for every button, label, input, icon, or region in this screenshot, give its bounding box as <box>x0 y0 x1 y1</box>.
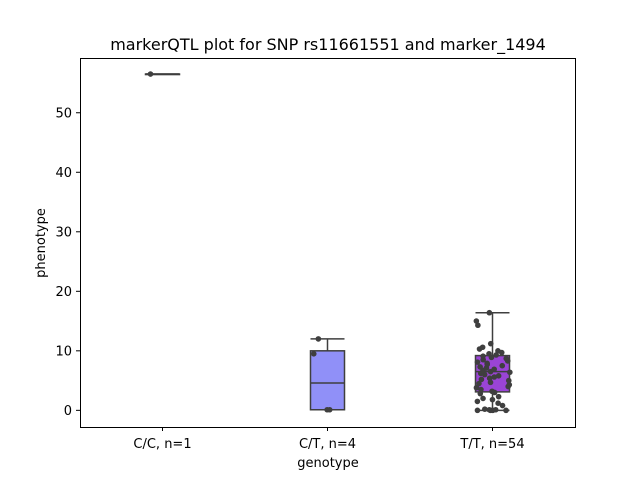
data-point-2-20 <box>476 380 482 387</box>
data-point-2-47 <box>495 348 501 354</box>
data-point-2-7 <box>499 402 506 409</box>
data-point-2-13 <box>477 390 484 397</box>
y-tick-label-5: 50 <box>55 106 72 121</box>
data-point-1-2 <box>310 350 317 357</box>
data-point-2-6 <box>482 406 488 412</box>
data-point-2-15 <box>489 388 495 395</box>
data-point-2-24 <box>486 375 493 381</box>
data-point-2-16 <box>478 386 484 393</box>
data-point-2-8 <box>495 400 501 406</box>
x-tick-label-1: C/T, n=4 <box>299 437 356 452</box>
data-point-2-35 <box>499 362 506 369</box>
data-point-2-34 <box>477 364 483 370</box>
y-tick-label-2: 20 <box>55 285 72 300</box>
data-point-2-45 <box>486 350 492 357</box>
data-point-2-53 <box>486 309 493 316</box>
data-point-1-3 <box>315 336 322 342</box>
data-point-2-41 <box>503 355 510 362</box>
plot-area <box>144 71 513 414</box>
data-point-0-0 <box>147 71 154 77</box>
data-point-2-19 <box>506 381 513 388</box>
x-axis: C/C, n=1 C/T, n=4 T/T, n=54 <box>133 427 525 452</box>
points-group-0 <box>147 71 154 77</box>
data-point-2-49 <box>479 344 486 351</box>
data-point-2-4 <box>492 406 499 413</box>
y-tick-label-1: 10 <box>55 344 72 359</box>
data-point-2-38 <box>474 359 481 365</box>
data-point-2-22 <box>505 377 512 384</box>
x-axis-label: genotype <box>297 456 358 471</box>
data-point-2-2 <box>474 407 481 414</box>
chart-title: markerQTL plot for SNP rs11661551 and ma… <box>110 35 546 55</box>
points-group-2 <box>473 309 513 414</box>
y-tick-label-0: 0 <box>64 404 72 419</box>
data-point-2-52 <box>473 318 480 324</box>
data-point-2-37 <box>484 360 490 367</box>
data-point-2-12 <box>495 393 502 400</box>
data-point-2-11 <box>480 395 486 402</box>
box-1 <box>309 350 346 411</box>
data-point-2-43 <box>480 353 486 359</box>
data-point-2-26 <box>495 373 502 379</box>
data-point-2-50 <box>487 340 494 347</box>
data-point-2-25 <box>491 374 498 380</box>
data-point-2-9 <box>474 398 481 405</box>
data-point-2-23 <box>478 376 485 383</box>
data-point-2-5 <box>486 406 493 413</box>
y-tick-label-3: 30 <box>55 225 72 240</box>
data-point-2-21 <box>487 379 494 386</box>
data-point-1-1 <box>326 406 333 413</box>
x-tick-label-0: C/C, n=1 <box>133 437 191 452</box>
x-tick-label-2: T/T, n=54 <box>459 437 524 452</box>
data-point-2-3 <box>503 407 509 414</box>
points-group-1 <box>310 336 333 413</box>
y-axis-label: phenotype <box>34 208 49 278</box>
data-point-2-10 <box>489 396 496 403</box>
y-tick-label-4: 40 <box>55 166 72 181</box>
y-axis: 0 10 20 30 40 50 <box>55 106 80 419</box>
data-point-2-32 <box>491 366 497 373</box>
data-point-2-29 <box>507 369 513 376</box>
data-point-2-17 <box>473 384 480 391</box>
